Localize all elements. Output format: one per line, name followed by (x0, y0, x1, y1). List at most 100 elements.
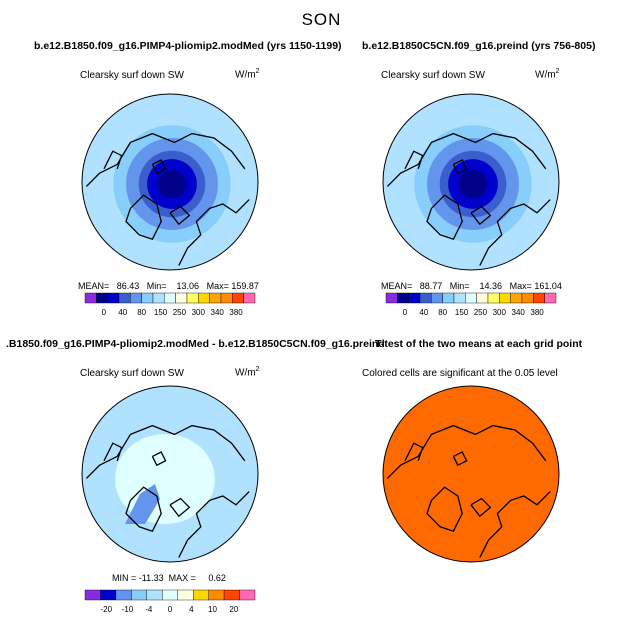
panel-model-variable: Clearsky surf down SW (80, 70, 184, 81)
colorbar-swatch-12 (521, 292, 534, 304)
colorbar-label-2: -4 (145, 605, 153, 614)
coastline-5 (452, 451, 468, 467)
colorbar-label-1: 40 (419, 308, 428, 317)
colorbar-label-4: 250 (474, 308, 488, 317)
colorbar-swatch-2 (408, 292, 421, 304)
panel-control-stats: MEAN= 88.77 Min= 14.36 Max= 161.04 (381, 281, 562, 291)
colorbar-label-0: -20 (101, 605, 113, 614)
colorbar-swatch-2 (115, 589, 132, 601)
colorbar-swatch-9 (186, 292, 199, 304)
colorbar-label-4: 250 (173, 308, 187, 317)
colorbar-label-1: -10 (122, 605, 134, 614)
colorbar-swatch-0 (84, 292, 97, 304)
panel-control-units: W/m2 (535, 68, 560, 81)
coastline-1 (426, 194, 463, 240)
colorbar-swatch-11 (510, 292, 523, 304)
colorbar-swatch-10 (198, 292, 210, 304)
colorbar-swatch-4 (130, 292, 142, 304)
coastline-1 (426, 486, 463, 532)
panel-difference-stats: MIN = -11.33 MAX = 0.62 (112, 573, 226, 583)
colorbar-label-4: 4 (189, 605, 194, 614)
colorbar-swatch-5 (442, 292, 455, 304)
coastline-3 (470, 497, 492, 518)
colorbar-swatch-11 (209, 292, 222, 304)
colorbar-swatch-6 (453, 292, 466, 304)
colorbar-swatch-14 (544, 292, 557, 304)
colorbar-label-0: 0 (403, 308, 408, 317)
colorbar-difference: -20 -10 -4 0 4 10 20 (84, 589, 256, 614)
panel-difference-units: W/m2 (235, 366, 260, 379)
colorbar-label-5: 300 (192, 308, 206, 317)
coastline-4 (103, 442, 123, 462)
colorbar-swatch-3 (118, 292, 131, 304)
colorbar-swatch-8 (175, 292, 188, 304)
colorbar-swatch-14 (243, 292, 256, 304)
colorbar-label-5: 10 (208, 605, 217, 614)
colorbar-label-6: 20 (229, 605, 238, 614)
colorbar-swatch-2 (107, 292, 120, 304)
minimum-region (125, 484, 160, 524)
panel-difference-title: .B1850.f09_g16.PIMP4-pliomip2.modMed - b… (6, 338, 385, 350)
coastline-2 (178, 491, 250, 558)
colorbar-swatch-7 (164, 292, 176, 304)
colorbar-swatch-1 (100, 589, 117, 601)
colorbar-swatch-12 (220, 292, 233, 304)
colorbar-label-7: 380 (229, 308, 243, 317)
coastline-0 (85, 424, 246, 479)
colorbar-swatch-13 (232, 292, 244, 304)
panel-control-title: b.e12.B1850C5CN.f09_g16.preind (yrs 756-… (362, 40, 596, 52)
map-border (382, 385, 560, 563)
colorbar-label-5: 300 (493, 308, 507, 317)
map-difference (81, 385, 259, 563)
coastline-4 (103, 150, 123, 170)
coastline-5 (151, 451, 167, 467)
colorbar-label-3: 150 (455, 308, 469, 317)
coastline-5 (151, 159, 167, 175)
contour-15 (157, 169, 187, 199)
coastline-4 (404, 442, 424, 462)
colorbar-swatch-6 (152, 292, 165, 304)
coastline-2 (178, 199, 250, 266)
coastline-0 (85, 132, 246, 187)
colorbar-label-2: 80 (438, 308, 447, 317)
colorbar-label-3: 0 (168, 605, 173, 614)
colorbar-swatch-13 (533, 292, 545, 304)
panel-model-title: b.e12.B1850.f09_g16.PIMP4-pliomip2.modMe… (34, 40, 342, 52)
coastline-4 (404, 150, 424, 170)
coastline-3 (169, 497, 191, 518)
coastline-3 (470, 205, 492, 226)
colorbar-label-3: 150 (154, 308, 168, 317)
colorbar-swatch-7 (465, 292, 477, 304)
map-border (81, 93, 259, 271)
panel-control-variable: Clearsky surf down SW (381, 70, 485, 81)
significant-area (383, 386, 559, 562)
colorbar-label-6: 340 (211, 308, 225, 317)
colorbar-swatch-3 (131, 589, 148, 601)
colorbar-label-1: 40 (118, 308, 127, 317)
panel-difference-variable: Clearsky surf down SW (80, 368, 184, 379)
colorbar-swatch-5 (141, 292, 154, 304)
colorbar-swatch-6 (177, 589, 194, 601)
map-ttest (382, 385, 560, 563)
coastline-5 (452, 159, 468, 175)
colorbar-model: 0 40 80 150 250 300 340 380 (84, 292, 256, 317)
panel-ttest-title: T-test of the two means at each grid poi… (375, 338, 583, 350)
map-border (382, 93, 560, 271)
coastline-1 (125, 194, 162, 240)
coastline-2 (479, 491, 551, 558)
coastline-3 (169, 205, 191, 226)
colorbar-swatch-8 (476, 292, 489, 304)
coastline-1 (125, 486, 162, 532)
colorbar-swatch-3 (419, 292, 432, 304)
coastline-0 (386, 424, 547, 479)
colorbar-swatch-8 (208, 589, 225, 601)
colorbar-swatch-10 (239, 589, 256, 601)
colorbar-swatch-5 (162, 589, 179, 601)
colorbar-control: 0 40 80 150 250 300 340 380 (385, 292, 557, 317)
colorbar-swatch-0 (84, 589, 101, 601)
colorbar-swatch-7 (192, 589, 209, 601)
colorbar-swatch-9 (487, 292, 500, 304)
panel-ttest-note: Colored cells are significant at the 0.0… (362, 368, 558, 379)
map-control (382, 93, 560, 271)
colorbar-swatch-4 (431, 292, 443, 304)
